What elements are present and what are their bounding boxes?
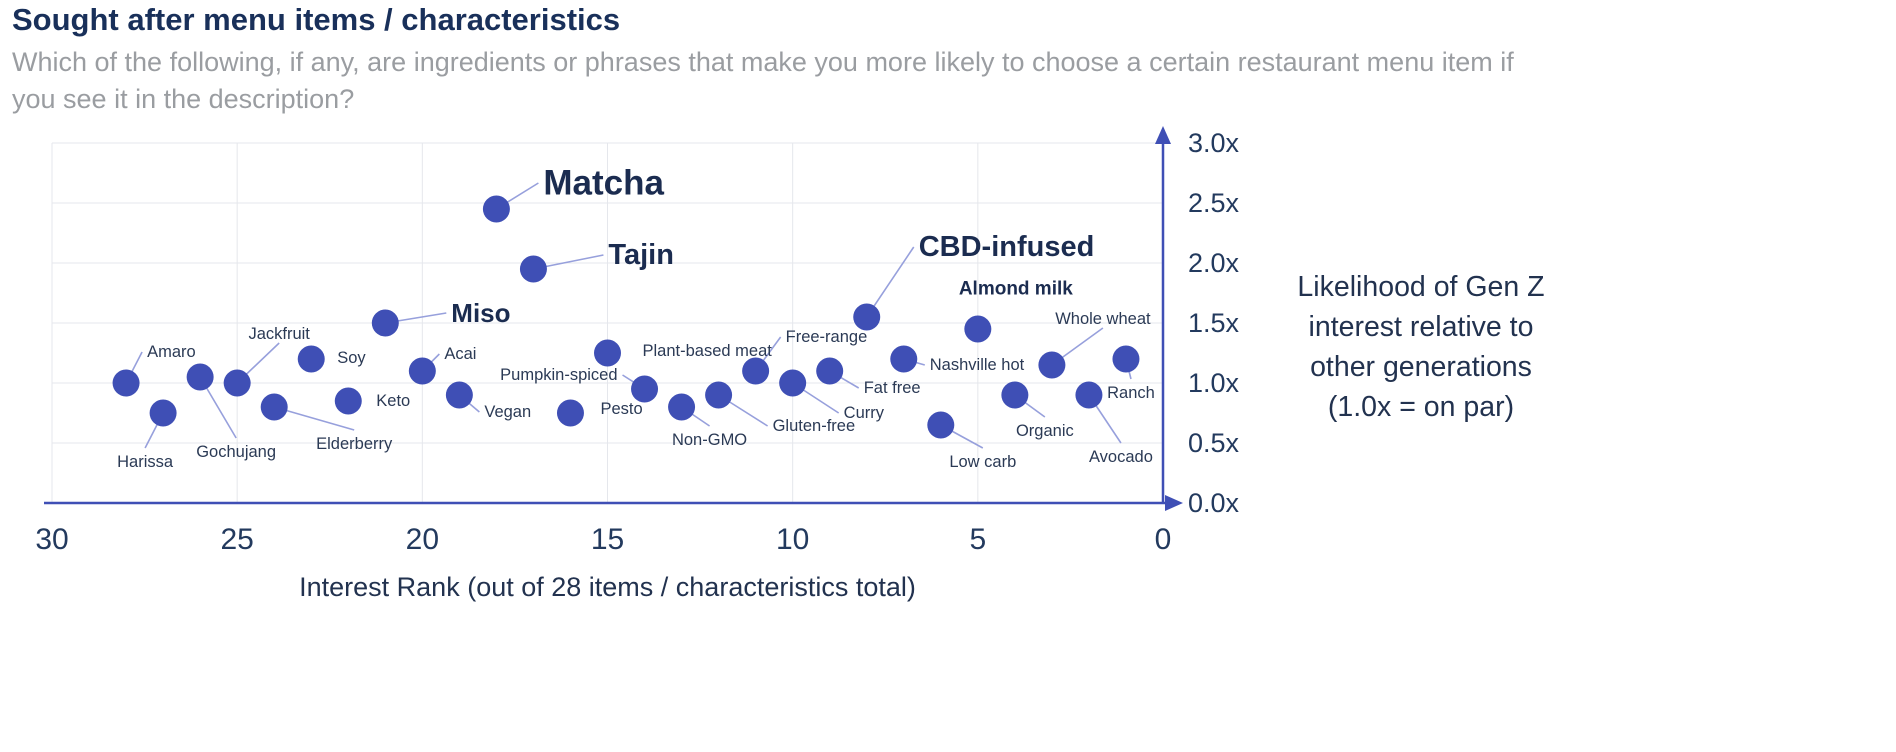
scatter-point <box>668 393 696 421</box>
x-tick-label: 30 <box>35 523 68 556</box>
scatter-point <box>482 195 510 223</box>
point-label: Pesto <box>600 400 642 418</box>
scatter-point <box>1001 381 1029 409</box>
scatter-point <box>779 369 807 397</box>
scatter-point <box>408 357 436 385</box>
point-label: Harissa <box>117 453 174 471</box>
scatter-point <box>1075 381 1103 409</box>
x-tick-label: 0 <box>1155 523 1172 556</box>
scatter-point <box>927 411 955 439</box>
point-label: Non-GMO <box>672 431 747 449</box>
scatter-point <box>112 369 140 397</box>
chart-title: Sought after menu items / characteristic… <box>12 2 621 37</box>
point-label: Keto <box>376 392 410 410</box>
point-label: Low carb <box>949 453 1016 471</box>
y-tick-label: 2.0x <box>1188 248 1240 278</box>
scatter-point <box>705 381 733 409</box>
scatter-point <box>297 345 325 373</box>
x-tick-label: 10 <box>776 523 809 556</box>
point-label: Jackfruit <box>248 325 310 343</box>
point-label: Acai <box>444 345 476 363</box>
y-tick-label: 1.5x <box>1188 308 1240 338</box>
scatter-point <box>149 399 177 427</box>
point-label: Matcha <box>543 164 664 203</box>
scatter-point <box>260 393 288 421</box>
leader-line <box>866 246 915 318</box>
scatter-point <box>223 369 251 397</box>
x-tick-label: 25 <box>220 523 253 556</box>
x-tick-label: 15 <box>591 523 624 556</box>
scatter-point <box>853 303 881 331</box>
point-label: Avocado <box>1089 448 1153 466</box>
scatter-point <box>816 357 844 385</box>
scatter-point <box>445 381 473 409</box>
point-label: CBD-infused <box>919 231 1095 263</box>
point-label: Amaro <box>147 343 196 361</box>
y-tick-label: 0.5x <box>1188 428 1240 458</box>
scatter-point <box>594 339 621 367</box>
point-label: Vegan <box>484 403 531 421</box>
x-tick-label: 5 <box>969 523 986 556</box>
scatter-point <box>371 309 399 337</box>
scatter-point <box>631 375 659 403</box>
y-tick-label: 0.0x <box>1188 488 1240 518</box>
y-axis-arrow <box>1155 126 1171 144</box>
leader-line <box>273 406 355 431</box>
point-label: Miso <box>451 298 510 328</box>
scatter-point <box>742 357 770 385</box>
scatter-point <box>334 387 362 415</box>
point-label: Gluten-free <box>773 417 856 435</box>
point-label: Pumpkin-spiced <box>500 366 617 384</box>
y-tick-label: 1.0x <box>1188 368 1240 398</box>
x-axis-arrow <box>1165 495 1183 511</box>
point-label: Free-range <box>786 328 868 346</box>
point-label: Gochujang <box>196 443 276 461</box>
chart-subtitle: Which of the following, if any, are ingr… <box>12 47 1514 115</box>
point-label: Elderberry <box>316 435 393 453</box>
point-label: Soy <box>337 349 366 367</box>
point-label: Plant-based meat <box>643 342 773 360</box>
y-tick-label: 2.5x <box>1188 188 1240 218</box>
scatter-point <box>890 345 918 373</box>
point-label: Fat free <box>864 379 921 397</box>
scatter-point <box>964 315 992 343</box>
x-tick-label: 20 <box>406 523 439 556</box>
x-axis-title: Interest Rank (out of 28 items / charact… <box>299 572 916 602</box>
scatter-point <box>1038 351 1066 379</box>
scatter-point <box>186 363 214 391</box>
point-label: Curry <box>844 404 885 422</box>
point-label: Whole wheat <box>1055 310 1151 328</box>
scatter-point <box>556 399 584 427</box>
y-tick-label: 3.0x <box>1188 128 1240 158</box>
point-label: Nashville hot <box>930 356 1025 374</box>
point-label: Tajin <box>608 239 674 271</box>
point-label: Almond milk <box>959 279 1073 300</box>
scatter-point <box>519 255 547 283</box>
point-label: Ranch <box>1107 384 1155 402</box>
scatter-point <box>1112 345 1140 373</box>
point-label: Organic <box>1016 422 1074 440</box>
